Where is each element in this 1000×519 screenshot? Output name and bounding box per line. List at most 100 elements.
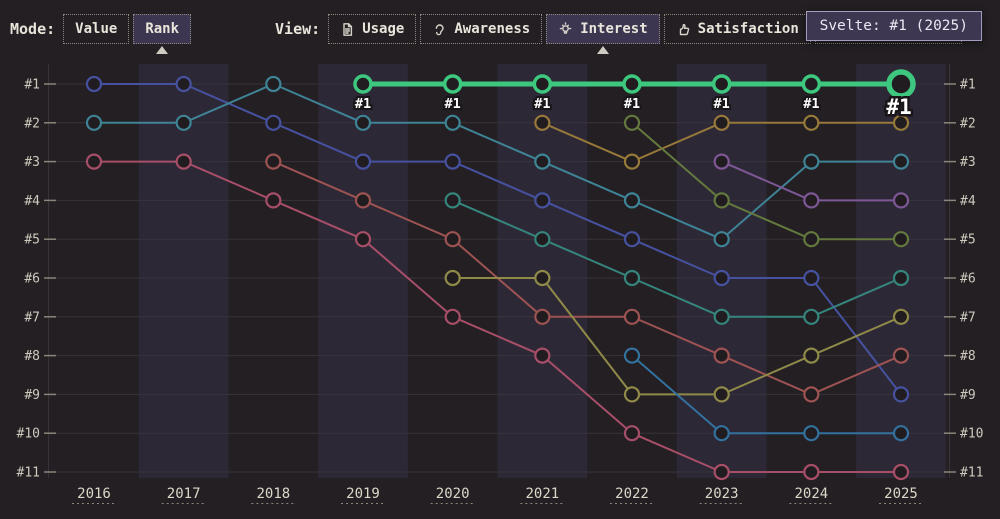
- data-point-series-indigo-2019[interactable]: [354, 153, 372, 170]
- data-point-series-crimson-2022[interactable]: [623, 425, 641, 442]
- data-point-series-brick-2020[interactable]: [444, 231, 461, 248]
- series-line-series-steelblue[interactable]: [631, 354, 903, 435]
- view-tab-awareness[interactable]: Awareness: [420, 14, 543, 44]
- mode-button-rank[interactable]: Rank: [133, 14, 192, 44]
- data-point-series-indigo-2024[interactable]: [803, 269, 820, 287]
- data-point-series-indigo-2020[interactable]: [444, 153, 461, 170]
- data-point-series-brick-2018[interactable]: [265, 153, 282, 170]
- data-point-series-indigo-2022[interactable]: [623, 231, 641, 248]
- data-point-series-darkteal-2021[interactable]: [534, 231, 551, 248]
- x-axis-label-2019[interactable]: 2019: [346, 486, 380, 502]
- data-point-series-crimson-2016[interactable]: [85, 153, 103, 170]
- data-point-series-violet-2025[interactable]: [892, 192, 910, 209]
- data-point-series-crimson-2023[interactable]: [713, 463, 730, 481]
- data-point-series-darkteal-2023[interactable]: [713, 308, 730, 325]
- data-point-Svelte-2020[interactable]: [442, 74, 463, 94]
- data-point-Svelte-2019[interactable]: [353, 74, 373, 94]
- x-axis-label-2020[interactable]: 2020: [436, 486, 470, 502]
- data-point-series-brick-2024[interactable]: [803, 386, 820, 403]
- data-point-series-olive-2024[interactable]: [803, 347, 820, 364]
- data-point-series-crimson-2024[interactable]: [803, 463, 820, 481]
- view-tab-satisfaction-label: Satisfaction: [697, 21, 799, 37]
- data-point-series-indigo-2018[interactable]: [265, 114, 282, 131]
- data-point-series-crimson-2019[interactable]: [354, 231, 372, 248]
- data-point-series-crimson-2025[interactable]: [892, 463, 910, 481]
- data-point-series-indigo-2021[interactable]: [534, 192, 551, 209]
- data-point-series-amber-2025[interactable]: [892, 114, 910, 131]
- data-point-series-indigo-2025[interactable]: [892, 386, 910, 403]
- data-point-series-olive-2023[interactable]: [713, 386, 730, 403]
- series-line-series-teal[interactable]: [93, 83, 903, 241]
- data-point-Svelte-2024[interactable]: [801, 74, 822, 94]
- data-point-series-indigo-2016[interactable]: [85, 75, 103, 93]
- series-line-series-darkteal[interactable]: [451, 199, 903, 318]
- x-axis-label-2024[interactable]: 2024: [794, 486, 828, 502]
- series-line-series-brick[interactable]: [272, 160, 903, 396]
- data-point-series-amber-2023[interactable]: [713, 114, 730, 131]
- data-point-series-darkteal-2025[interactable]: [892, 269, 910, 287]
- data-point-series-crimson-2020[interactable]: [444, 308, 461, 325]
- data-point-series-crimson-2017[interactable]: [175, 153, 192, 170]
- view-tab-usage[interactable]: Usage: [328, 14, 417, 44]
- data-point-series-olive-2021[interactable]: [534, 269, 551, 287]
- data-point-series-brick-2021[interactable]: [534, 308, 551, 325]
- x-axis-label-2021[interactable]: 2021: [525, 486, 559, 502]
- data-point-series-teal-2021[interactable]: [534, 153, 551, 170]
- data-point-series-steelblue-2022[interactable]: [623, 347, 641, 364]
- x-axis-label-2022[interactable]: 2022: [615, 486, 649, 502]
- data-point-series-steelblue-2025[interactable]: [892, 425, 910, 442]
- data-point-Svelte-2021[interactable]: [532, 74, 553, 94]
- data-point-series-olive-2025[interactable]: [892, 308, 910, 325]
- data-point-series-teal-2024[interactable]: [803, 153, 820, 170]
- data-point-series-olive-2022[interactable]: [623, 386, 641, 403]
- series-line-series-crimson[interactable]: [93, 160, 903, 473]
- data-point-series-crimson-2018[interactable]: [265, 192, 282, 209]
- data-point-series-amber-2022[interactable]: [623, 153, 641, 170]
- data-point-series-brick-2025[interactable]: [892, 347, 910, 364]
- data-point-series-violet-2024[interactable]: [803, 192, 820, 209]
- data-point-series-teal-2025[interactable]: [892, 153, 910, 170]
- data-point-series-teal-2017[interactable]: [175, 114, 192, 131]
- data-point-series-forest-2024[interactable]: [803, 231, 820, 248]
- data-point-series-forest-2023[interactable]: [713, 192, 730, 209]
- data-point-series-teal-2019[interactable]: [354, 114, 372, 131]
- data-point-series-teal-2020[interactable]: [444, 114, 461, 131]
- series-line-series-forest[interactable]: [631, 121, 903, 241]
- x-axis-label-2025[interactable]: 2025: [884, 486, 918, 502]
- data-point-series-teal-2016[interactable]: [85, 114, 103, 131]
- view-tab-satisfaction[interactable]: Satisfaction: [663, 14, 811, 44]
- data-point-series-violet-2023[interactable]: [713, 153, 730, 170]
- x-axis-label-2023[interactable]: 2023: [705, 486, 739, 502]
- view-tab-interest[interactable]: Interest: [546, 14, 660, 44]
- data-point-series-indigo-2023[interactable]: [713, 269, 730, 287]
- x-axis-label-2018[interactable]: 2018: [256, 486, 290, 502]
- data-point-series-amber-2021[interactable]: [534, 114, 551, 131]
- data-point-series-steelblue-2024[interactable]: [803, 425, 820, 442]
- mode-button-value[interactable]: Value: [63, 14, 130, 44]
- data-point-series-teal-2022[interactable]: [623, 192, 641, 209]
- data-point-series-brick-2022[interactable]: [623, 308, 641, 325]
- data-point-Svelte-2023[interactable]: [711, 74, 732, 94]
- data-point-series-brick-2023[interactable]: [713, 347, 730, 364]
- x-axis-label-2017[interactable]: 2017: [167, 486, 201, 502]
- data-point-Svelte-2025[interactable]: [886, 69, 916, 99]
- lightbulb-icon: [559, 21, 572, 34]
- data-point-series-forest-2022[interactable]: [623, 114, 641, 131]
- data-point-series-amber-2024[interactable]: [803, 114, 820, 131]
- data-point-series-forest-2025[interactable]: [892, 231, 910, 248]
- data-point-series-darkteal-2022[interactable]: [623, 269, 641, 287]
- data-point-series-indigo-2017[interactable]: [175, 75, 192, 93]
- data-point-series-darkteal-2024[interactable]: [803, 308, 820, 325]
- data-point-series-darkteal-2020[interactable]: [444, 192, 461, 209]
- data-point-Svelte-2022[interactable]: [622, 74, 642, 94]
- x-axis-label-2016[interactable]: 2016: [77, 486, 111, 502]
- data-point-series-crimson-2021[interactable]: [534, 347, 551, 364]
- data-point-series-steelblue-2023[interactable]: [713, 425, 730, 442]
- data-point-series-teal-2023[interactable]: [713, 231, 730, 248]
- data-point-series-teal-2018[interactable]: [265, 75, 282, 93]
- data-point-series-olive-2020[interactable]: [444, 269, 461, 287]
- data-point-series-brick-2019[interactable]: [354, 192, 372, 209]
- thumbs-up-icon: [679, 23, 689, 35]
